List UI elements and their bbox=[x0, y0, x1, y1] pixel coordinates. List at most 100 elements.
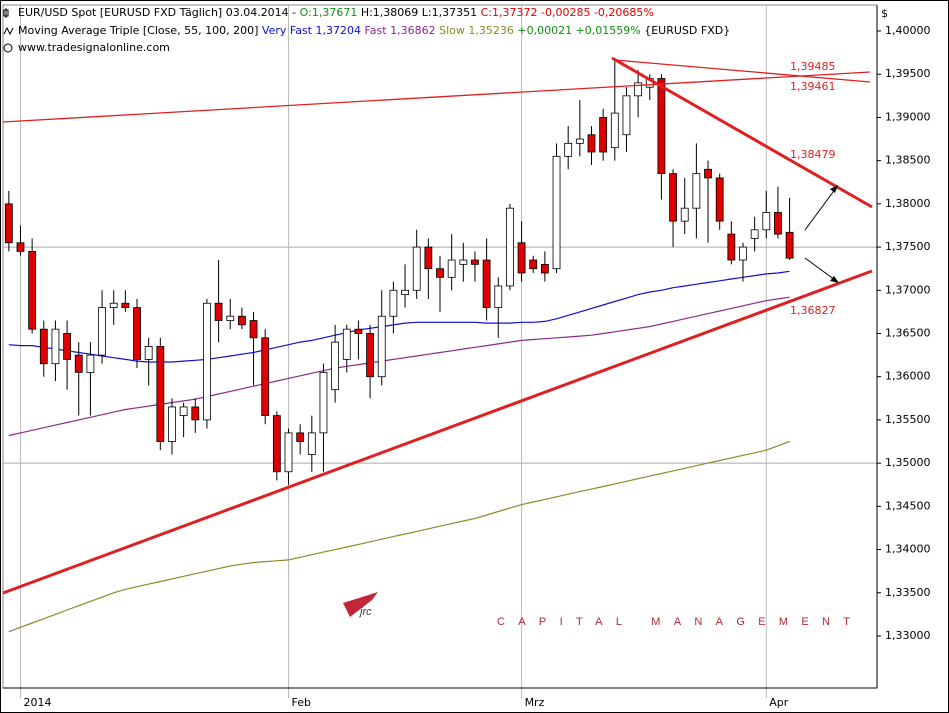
candle-body bbox=[529, 259, 538, 270]
candle-body bbox=[575, 138, 584, 144]
candle-body bbox=[51, 328, 60, 365]
trend-line bbox=[2, 269, 873, 595]
trend-lines bbox=[2, 56, 873, 595]
candle-body bbox=[156, 346, 165, 442]
legend-value: 1,37204 bbox=[315, 24, 361, 37]
candle-body bbox=[74, 354, 83, 373]
candle-body bbox=[622, 95, 631, 136]
candle-body bbox=[494, 285, 503, 308]
candle-body bbox=[750, 229, 759, 239]
y-tick-label: 1,39000 bbox=[885, 110, 931, 123]
candle-body bbox=[307, 432, 316, 455]
candle-body bbox=[366, 333, 374, 378]
y-tick-label: 1,40000 bbox=[885, 24, 931, 37]
symbol: EUR/USD Spot [EURUSD FXD Täglich] 03.04.… bbox=[18, 6, 296, 19]
annotation: 1,39461 bbox=[790, 80, 836, 93]
candle-body bbox=[564, 142, 573, 157]
candle-body bbox=[517, 242, 526, 274]
y-tick-label: 1,37500 bbox=[885, 240, 931, 253]
candle-body bbox=[634, 82, 643, 97]
candle-body bbox=[424, 246, 433, 270]
x-tick-label: Mrz bbox=[525, 696, 545, 709]
candle-body bbox=[342, 328, 351, 360]
candle-body bbox=[540, 263, 549, 274]
candle-body bbox=[319, 371, 328, 434]
logo-mark bbox=[343, 592, 378, 617]
y-tick-label: 1,35000 bbox=[885, 456, 931, 469]
legend-entry: Fast bbox=[364, 24, 387, 37]
annotation: 1,36827 bbox=[790, 304, 836, 317]
candle-body bbox=[459, 259, 468, 265]
candle-body bbox=[436, 268, 444, 278]
website: www.tradesignalonline.com bbox=[18, 41, 170, 54]
header-line: EUR/USD Spot [EURUSD FXD Täglich] 03.04.… bbox=[18, 6, 654, 19]
candle-body bbox=[28, 250, 37, 330]
candle-body bbox=[214, 302, 223, 321]
open: O:1,37671 bbox=[300, 6, 358, 19]
candle-body bbox=[203, 302, 211, 421]
candle-body bbox=[599, 117, 608, 153]
candle-body bbox=[179, 406, 188, 416]
icon bbox=[3, 26, 14, 36]
x-tick-label: 2014 bbox=[23, 696, 51, 709]
candle-body bbox=[16, 242, 25, 252]
y-tick-label: 1,36000 bbox=[885, 370, 931, 383]
candle-body bbox=[63, 333, 71, 360]
candle-body bbox=[86, 354, 95, 373]
x-tick-label: Feb bbox=[292, 696, 311, 709]
candle-body bbox=[401, 289, 409, 296]
legend-value: 1,35236 bbox=[468, 24, 514, 37]
candle-body bbox=[377, 315, 386, 378]
y-tick-label: 1,34000 bbox=[885, 543, 931, 556]
arrow-head bbox=[830, 185, 838, 193]
annotation: 1,38479 bbox=[790, 148, 836, 161]
candle-body bbox=[785, 231, 794, 259]
y-tick-label: 1,34500 bbox=[885, 499, 931, 512]
trend-line bbox=[611, 56, 873, 209]
moving-average bbox=[8, 296, 790, 437]
candle-body bbox=[249, 320, 258, 339]
candle-body bbox=[552, 155, 561, 270]
candle-body bbox=[133, 307, 141, 360]
y-tick-label: 1,33500 bbox=[885, 586, 931, 599]
indicator: Moving Average Triple [Close, 55, 100, 2… bbox=[18, 24, 258, 37]
candle-body bbox=[98, 307, 106, 356]
candle-body bbox=[727, 233, 736, 261]
candle-body bbox=[587, 134, 596, 153]
y-tick-label: 1,39500 bbox=[885, 67, 931, 80]
y-tick-label: 1,35500 bbox=[885, 413, 931, 426]
high-low: H:1,38069 L:1,37351 bbox=[361, 6, 477, 19]
candle-body bbox=[762, 212, 771, 231]
arrow bbox=[804, 257, 836, 281]
close: C:1,37372 -0,00285 -0,20685% bbox=[481, 6, 654, 19]
candle-body bbox=[669, 173, 677, 222]
candle-body bbox=[261, 337, 270, 416]
feed: {EURUSD FXD} bbox=[644, 24, 730, 37]
arrow bbox=[804, 187, 837, 231]
y-tick-label: 1,37000 bbox=[885, 283, 931, 296]
candle-body bbox=[610, 112, 619, 149]
y-tick-label: 1,33000 bbox=[885, 629, 931, 642]
y-tick-label: 1,38000 bbox=[885, 197, 931, 210]
candle-body bbox=[39, 328, 48, 365]
candle-body bbox=[272, 415, 281, 473]
candle-body bbox=[284, 432, 293, 473]
candle-body bbox=[739, 246, 747, 261]
change: +0,00021 +0,01559% bbox=[517, 24, 640, 37]
annotation: 1,39485 bbox=[790, 60, 836, 73]
y-tick-label: 1,38500 bbox=[885, 154, 931, 167]
candle-body bbox=[482, 259, 491, 308]
logo-text: jrc bbox=[358, 606, 372, 618]
candle-body bbox=[774, 212, 782, 235]
candle-body bbox=[412, 246, 421, 291]
candle-body bbox=[109, 302, 118, 308]
legend-entry: Very Fast bbox=[262, 24, 313, 37]
currency: $ bbox=[881, 7, 888, 20]
arrow-head bbox=[830, 276, 839, 283]
candle-body bbox=[226, 315, 235, 321]
plot bbox=[3, 5, 881, 698]
candle-body bbox=[692, 173, 701, 209]
candle-body bbox=[471, 259, 479, 265]
candle-body bbox=[331, 341, 340, 391]
